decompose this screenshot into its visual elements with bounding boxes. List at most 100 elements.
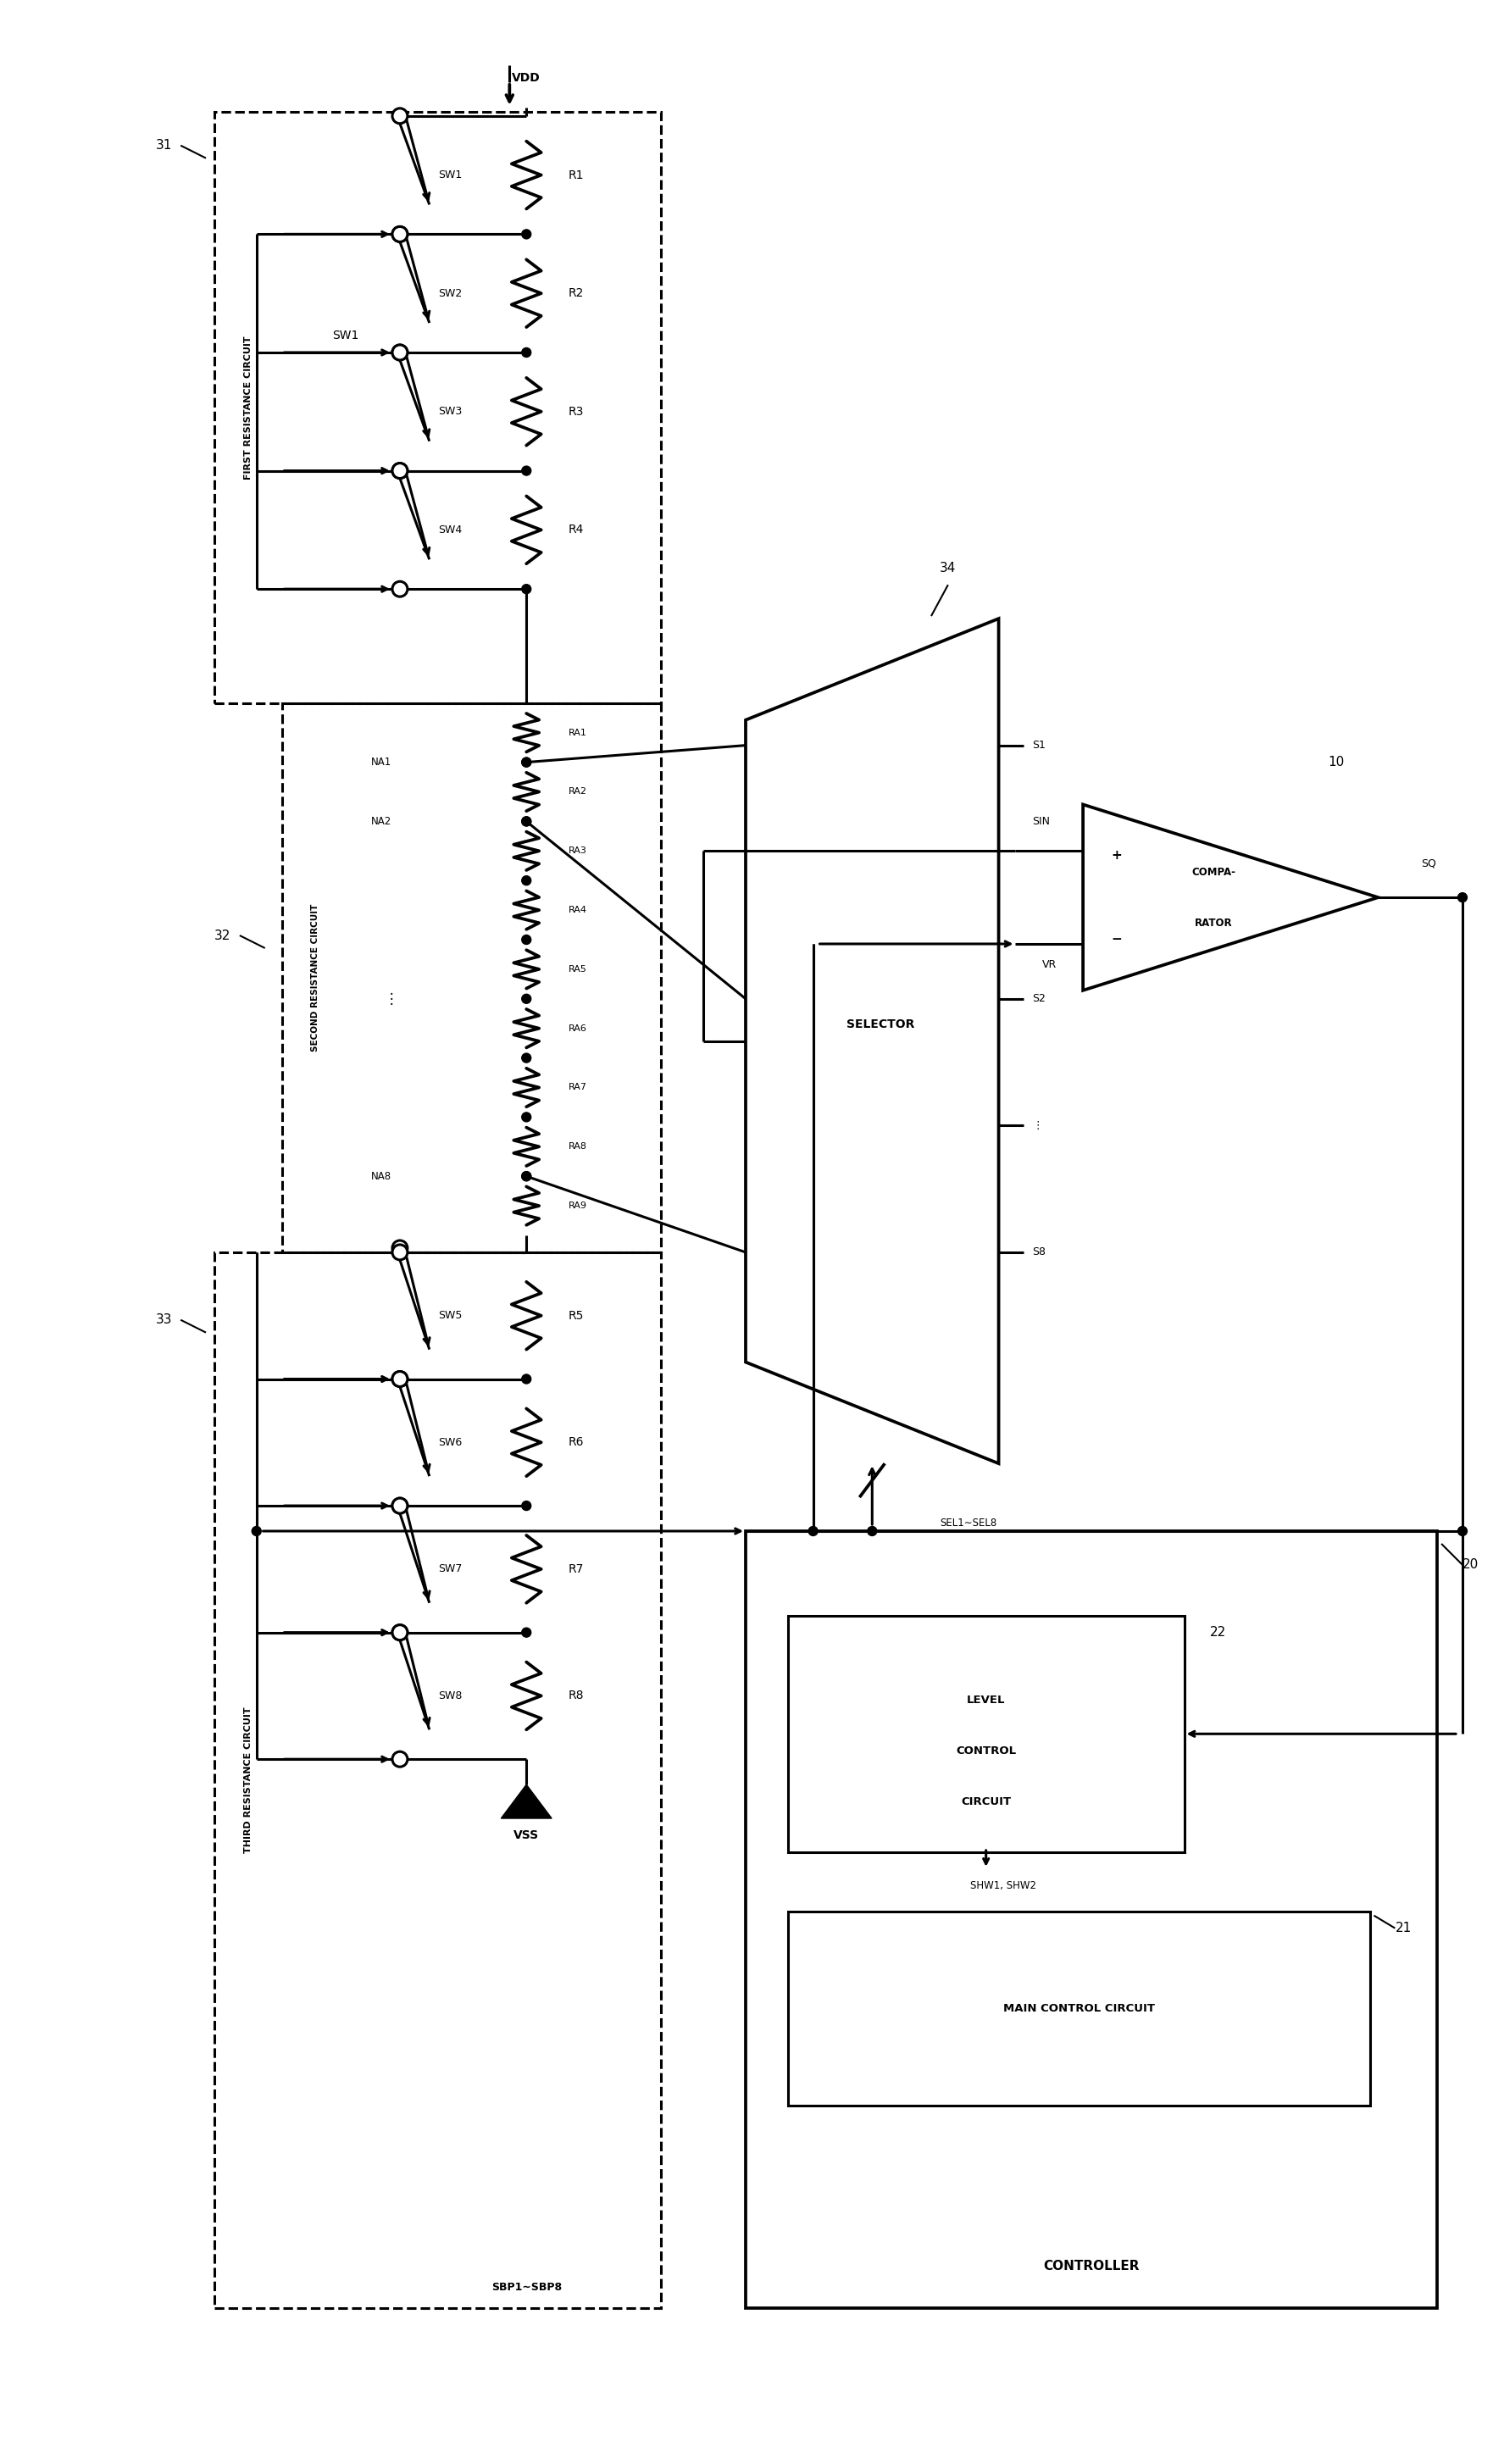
Circle shape: [521, 934, 532, 944]
Text: 10: 10: [1327, 756, 1344, 769]
Circle shape: [867, 1525, 876, 1535]
Circle shape: [521, 584, 532, 594]
Text: RA1: RA1: [569, 729, 587, 737]
Circle shape: [252, 1525, 261, 1535]
Text: 33: 33: [155, 1313, 172, 1326]
Text: THIRD RESISTANCE CIRCUIT: THIRD RESISTANCE CIRCUIT: [243, 1708, 252, 1853]
Text: R4: R4: [569, 525, 584, 535]
Text: SQ: SQ: [1421, 857, 1436, 870]
Circle shape: [393, 227, 408, 241]
Circle shape: [393, 1624, 408, 1641]
Circle shape: [521, 466, 532, 476]
Text: RA3: RA3: [569, 848, 587, 855]
Circle shape: [521, 229, 532, 239]
Text: NA2: NA2: [370, 816, 391, 828]
Text: NA1: NA1: [370, 756, 391, 769]
Text: NA8: NA8: [372, 1170, 391, 1183]
Text: RA9: RA9: [569, 1202, 587, 1210]
Text: SEL1∼SEL8: SEL1∼SEL8: [939, 1518, 997, 1528]
Circle shape: [393, 227, 408, 241]
Text: SW1: SW1: [437, 170, 461, 180]
Text: CONTROLLER: CONTROLLER: [1044, 2259, 1139, 2272]
Circle shape: [521, 1375, 532, 1385]
Text: SIN: SIN: [1032, 816, 1050, 828]
Circle shape: [521, 347, 532, 357]
Text: R5: R5: [569, 1311, 584, 1321]
Text: R1: R1: [569, 170, 584, 180]
Text: RA2: RA2: [569, 788, 587, 796]
Text: SW3: SW3: [437, 407, 461, 416]
Circle shape: [393, 463, 408, 478]
Text: RA8: RA8: [569, 1143, 587, 1151]
Text: SELECTOR: SELECTOR: [847, 1018, 915, 1030]
Text: SECOND RESISTANCE CIRCUIT: SECOND RESISTANCE CIRCUIT: [312, 904, 320, 1052]
Circle shape: [521, 993, 532, 1003]
Text: 32: 32: [215, 929, 231, 941]
Circle shape: [521, 1111, 532, 1121]
Text: ⋮: ⋮: [1032, 1121, 1044, 1131]
Text: SW8: SW8: [437, 1690, 461, 1700]
Circle shape: [393, 108, 408, 123]
Circle shape: [809, 1525, 818, 1535]
Text: R7: R7: [569, 1562, 584, 1574]
Circle shape: [393, 1498, 408, 1513]
Text: SW5: SW5: [437, 1311, 461, 1321]
Text: S2: S2: [1032, 993, 1045, 1005]
Text: SW1: SW1: [333, 330, 358, 342]
Text: SW6: SW6: [437, 1437, 461, 1449]
Circle shape: [393, 345, 408, 360]
Text: −: −: [1111, 934, 1123, 946]
Text: RATOR: RATOR: [1194, 917, 1233, 929]
Text: 31: 31: [155, 138, 172, 153]
Text: COMPA-: COMPA-: [1191, 867, 1236, 877]
Circle shape: [393, 345, 408, 360]
Circle shape: [521, 1052, 532, 1062]
Circle shape: [393, 1372, 408, 1387]
Text: LEVEL: LEVEL: [967, 1695, 1005, 1705]
Text: SW2: SW2: [437, 288, 461, 298]
Circle shape: [521, 1629, 532, 1636]
Text: 21: 21: [1396, 1922, 1411, 1934]
Circle shape: [521, 756, 532, 766]
Text: RA4: RA4: [569, 907, 587, 914]
Circle shape: [521, 1170, 532, 1180]
Text: SW4: SW4: [437, 525, 461, 535]
Circle shape: [393, 582, 408, 596]
Text: SHW1, SHW2: SHW1, SHW2: [970, 1880, 1036, 1892]
Text: MAIN CONTROL CIRCUIT: MAIN CONTROL CIRCUIT: [1003, 2003, 1154, 2013]
Circle shape: [393, 1624, 408, 1641]
Text: 22: 22: [1209, 1626, 1226, 1639]
Circle shape: [393, 1372, 408, 1387]
Text: R2: R2: [569, 288, 584, 298]
Text: RA7: RA7: [569, 1084, 587, 1092]
Text: SW7: SW7: [437, 1565, 461, 1574]
Polygon shape: [502, 1784, 552, 1818]
Text: VDD: VDD: [512, 71, 540, 84]
Text: S1: S1: [1032, 739, 1045, 752]
Text: FIRST RESISTANCE CIRCUIT: FIRST RESISTANCE CIRCUIT: [243, 335, 252, 480]
Circle shape: [393, 1498, 408, 1513]
Circle shape: [1457, 892, 1468, 902]
Circle shape: [521, 816, 532, 825]
Text: +: +: [1111, 848, 1123, 862]
Circle shape: [393, 463, 408, 478]
Text: 20: 20: [1463, 1560, 1480, 1572]
Circle shape: [393, 1752, 408, 1767]
Circle shape: [521, 1501, 532, 1510]
Text: VR: VR: [1042, 958, 1057, 971]
Text: RA5: RA5: [569, 966, 587, 973]
Text: S8: S8: [1032, 1247, 1047, 1257]
Circle shape: [393, 1239, 408, 1257]
Circle shape: [521, 756, 532, 766]
Text: RA6: RA6: [569, 1025, 587, 1032]
Circle shape: [521, 875, 532, 885]
Text: R3: R3: [569, 407, 584, 416]
Text: R8: R8: [569, 1690, 584, 1703]
Text: VSS: VSS: [514, 1828, 539, 1841]
Circle shape: [393, 1244, 408, 1259]
Text: CONTROL: CONTROL: [956, 1745, 1017, 1757]
Text: R6: R6: [569, 1437, 584, 1449]
Text: CIRCUIT: CIRCUIT: [961, 1796, 1011, 1806]
Circle shape: [521, 816, 532, 825]
Circle shape: [1457, 1525, 1468, 1535]
